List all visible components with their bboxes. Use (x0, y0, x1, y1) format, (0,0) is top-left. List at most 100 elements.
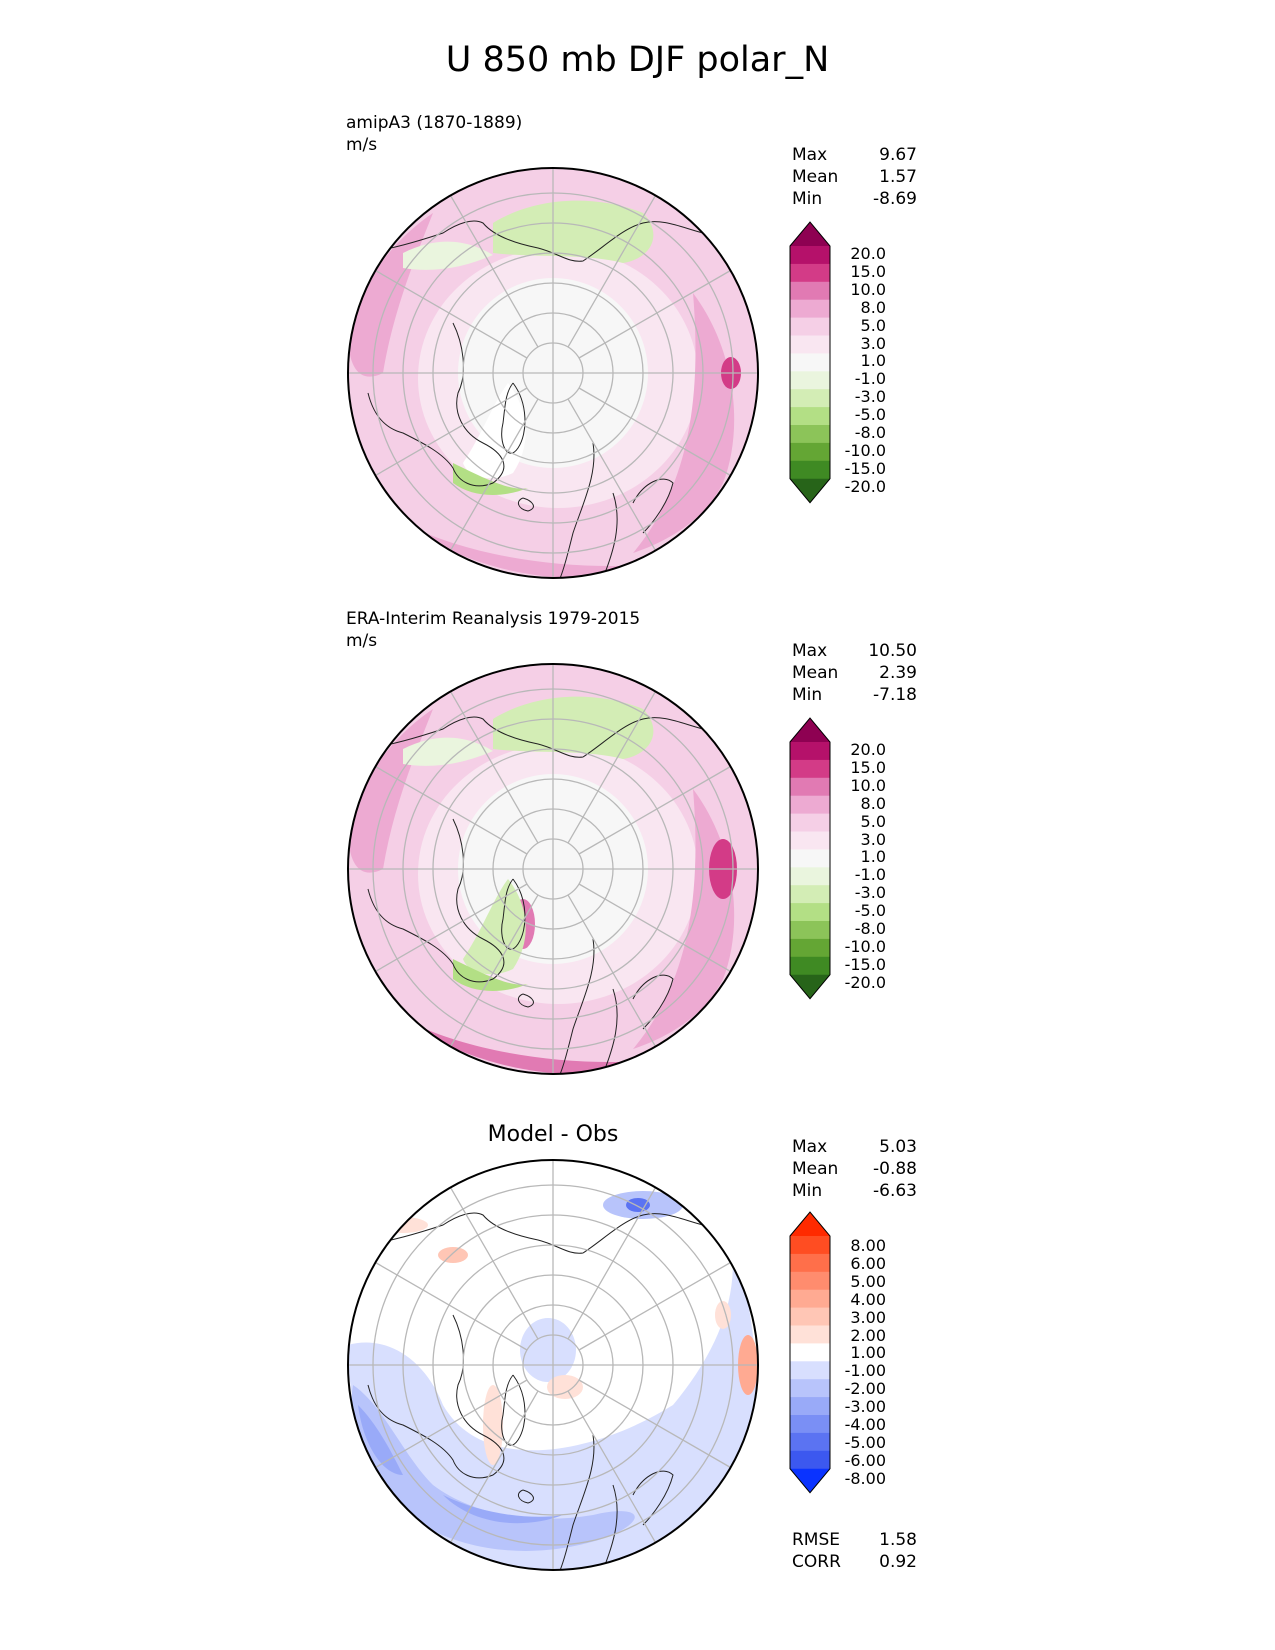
meridian-line (567, 1187, 657, 1340)
colorbar-tick-label: 1.0 (860, 351, 886, 371)
colorbar-extend-bottom (790, 974, 830, 999)
colorbar-tick-label: -5.0 (854, 405, 886, 425)
colorbar-tick-label: -10.0 (844, 440, 886, 460)
colorbar-segment (790, 885, 830, 904)
colorbar-tick-label: 6.00 (850, 1253, 886, 1273)
meridian-line (567, 398, 657, 551)
colorbar-segment (790, 831, 830, 850)
colorbar-tick-label: 4.00 (850, 1289, 886, 1309)
colorbar-tick-label: 5.0 (860, 811, 886, 831)
map-field (348, 1160, 758, 1570)
stat-corr: CORR 0.92 (792, 1552, 917, 1572)
meridian-line (578, 387, 731, 477)
map-diff-polar (347, 1159, 759, 1571)
colorbar-segment (790, 442, 830, 462)
colorbar-extend-bottom (790, 478, 830, 503)
colorbar-segment (790, 777, 830, 797)
map-model-polar (347, 167, 759, 579)
colorbar-segment (790, 317, 830, 336)
colorbar-segment (790, 1397, 830, 1416)
colorbar-segment (790, 938, 830, 958)
colorbar-segment (790, 742, 830, 761)
panel-diff-title: Model - Obs (487, 1122, 619, 1147)
meridian-line (567, 195, 657, 348)
colorbar-tick-label: 10.0 (850, 279, 886, 299)
map-boundary (347, 167, 759, 579)
colorbar-tick-label: 3.0 (860, 333, 886, 353)
field-band (633, 293, 735, 553)
colorbar-tick-label: 1.00 (850, 1343, 886, 1363)
colorbar-segment (790, 1415, 830, 1434)
colorbar-tick-label: -2.00 (844, 1379, 886, 1399)
colorbar-tick-label: -5.0 (854, 901, 886, 921)
meridian-line (375, 1261, 528, 1351)
colorbar-segment (790, 263, 830, 283)
stat-mean: Mean 2.39 (792, 663, 917, 683)
field-band (453, 959, 528, 991)
field-band (633, 789, 735, 1049)
colorbar-segment (790, 425, 830, 444)
map-field (348, 664, 758, 1074)
meridian-line (578, 765, 731, 855)
stat-max: Max 9.67 (792, 145, 917, 165)
colorbar-tick-label: 2.00 (850, 1325, 886, 1345)
field-band (351, 1385, 635, 1551)
colorbar-segment (790, 1361, 830, 1380)
colorbar-extend-bottom (790, 1468, 830, 1493)
stat-rmse: RMSE 1.58 (792, 1530, 917, 1550)
colorbar-tick-label: 15.0 (850, 261, 886, 281)
colorbar-segment (790, 1325, 830, 1344)
meridian-line (375, 1379, 528, 1469)
colorbar-tick-label: -1.0 (854, 369, 886, 389)
colorbar-segment (790, 759, 830, 779)
colorbar-tick-label: 15.0 (850, 757, 886, 777)
colorbar-model (789, 221, 831, 504)
colorbar-tick-label: -3.00 (844, 1397, 886, 1417)
stat-min: Min -7.18 (792, 685, 917, 705)
colorbar-segment (790, 1236, 830, 1255)
coastline (367, 220, 704, 578)
field-band (403, 241, 493, 270)
colorbar-segment (790, 335, 830, 354)
stat-min: Min -6.63 (792, 1181, 917, 1201)
colorbar-tick-label: -8.0 (854, 919, 886, 939)
field-band (453, 463, 528, 495)
colorbar-segment (790, 460, 830, 480)
map-boundary (347, 1159, 759, 1571)
field-band (463, 879, 526, 975)
field-band (403, 523, 673, 578)
meridian-line (375, 387, 528, 477)
colorbar-tick-label: -6.00 (844, 1450, 886, 1470)
graticule (348, 664, 758, 1074)
stat-max: Max 5.03 (792, 1137, 917, 1157)
meridian-line (449, 894, 539, 1047)
colorbar-tick-label: 8.00 (850, 1236, 886, 1255)
colorbar-segment (790, 813, 830, 832)
figure-title: U 850 mb DJF polar_N (445, 40, 830, 80)
panel-model-label: amipA3 (1870-1889) (346, 113, 523, 133)
colorbar-tick-label: -20.0 (844, 476, 886, 496)
stat-max: Max 10.50 (792, 641, 917, 661)
colorbar-tick-label: 8.0 (860, 793, 886, 813)
stat-mean: Mean -0.88 (792, 1159, 917, 1179)
meridian-line (567, 691, 657, 844)
colorbar-outline (789, 1211, 831, 1494)
colorbar-segment (790, 1343, 830, 1362)
colorbar-tick-label: 3.00 (850, 1307, 886, 1327)
colorbar-obs-ticks: 20.0 15.0 10.0 8.0 5.0 3.0 1.0 -1.0 -3.0 -5.0 -8.0… (840, 741, 886, 992)
colorbar-segment (790, 1307, 830, 1326)
colorbar-segment (790, 795, 830, 815)
panel-model-units: m/s (346, 135, 378, 155)
colorbar-segment (790, 353, 830, 372)
graticule (348, 1160, 758, 1570)
colorbar-extend-top (790, 1212, 830, 1236)
field-band (520, 1318, 576, 1382)
colorbar-tick-label: 1.0 (860, 847, 886, 867)
panel-obs-label: ERA-Interim Reanalysis 1979-2015 (346, 609, 641, 629)
meridian-line (449, 195, 539, 348)
field-band (348, 1225, 758, 1570)
meridian-line (375, 883, 528, 973)
meridian-line (567, 1390, 657, 1543)
colorbar-segment (790, 1271, 830, 1291)
colorbar-segment (790, 299, 830, 319)
